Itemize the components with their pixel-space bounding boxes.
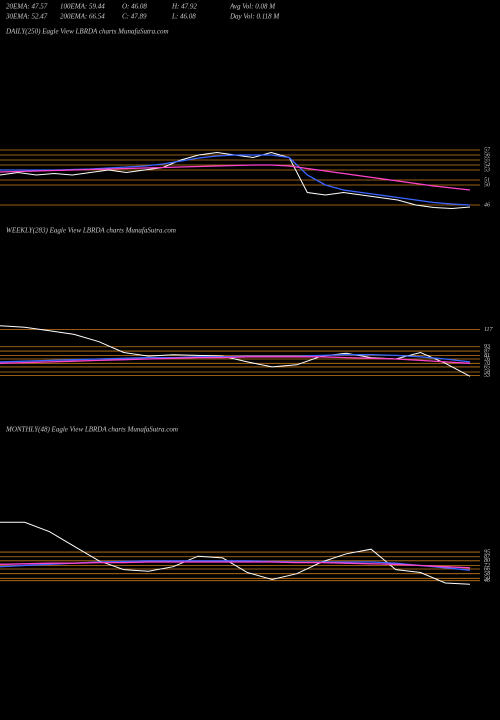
y-tick-label: 66 [484, 566, 490, 572]
y-tick-label: 55 [484, 157, 490, 163]
series-line [0, 354, 471, 363]
header-item: H: 47.92 [171, 3, 197, 11]
y-tick-label: 56 [484, 152, 490, 158]
panel-title: MONTHLY(48) Eagle View LBRDA charts Muna… [5, 426, 178, 434]
header-item: 30EMA: 52.47 [5, 13, 48, 21]
series-line [0, 356, 471, 364]
y-tick-label: 80 [484, 558, 490, 564]
y-tick-label: 51 [484, 177, 490, 183]
y-tick-label: 70 [484, 361, 490, 367]
series-line [0, 521, 471, 585]
header-item: Avg Vol: 0.08 M [229, 3, 276, 11]
y-tick-label: 57 [484, 147, 491, 153]
panel-title: WEEKLY(283) Eagle View LBRDA charts Muna… [6, 227, 176, 235]
y-tick-label: 93 [484, 344, 490, 350]
y-tick-label: 46 [484, 201, 490, 208]
header-item: L: 46.08 [171, 13, 196, 21]
y-tick-label: 72 [484, 563, 490, 569]
y-tick-label: 50 [484, 576, 490, 582]
header-item: 200EMA: 66.54 [60, 13, 105, 21]
y-tick-label: 58 [484, 571, 490, 577]
series-line [0, 561, 471, 569]
header-item: O: 46.08 [122, 3, 147, 11]
panel-title: DAILY(250) Eagle View LBRDA charts Munaf… [5, 28, 169, 36]
header-item: 20EMA: 47.57 [6, 3, 48, 11]
y-tick-label: 87 [484, 348, 491, 354]
header-item: 100EMA: 59.44 [60, 3, 105, 11]
y-tick-label: 46 [484, 577, 490, 584]
y-tick-label: 87 [484, 554, 491, 560]
y-tick-label: 76 [484, 356, 490, 362]
y-tick-label: 65 [484, 364, 490, 370]
y-tick-label: 58 [484, 369, 490, 375]
y-tick-label: 81 [484, 353, 490, 359]
y-tick-label: 53 [484, 373, 490, 379]
header-item: Day Vol: 0.118 M [229, 13, 280, 21]
y-tick-label: 54 [484, 161, 490, 168]
y-tick-label: 117 [484, 327, 494, 333]
y-tick-label: 95 [484, 549, 490, 555]
y-tick-label: 50 [484, 182, 490, 188]
header-item: C: 47.89 [122, 13, 147, 21]
series-line [0, 164, 471, 191]
y-tick-label: 53 [484, 167, 490, 173]
